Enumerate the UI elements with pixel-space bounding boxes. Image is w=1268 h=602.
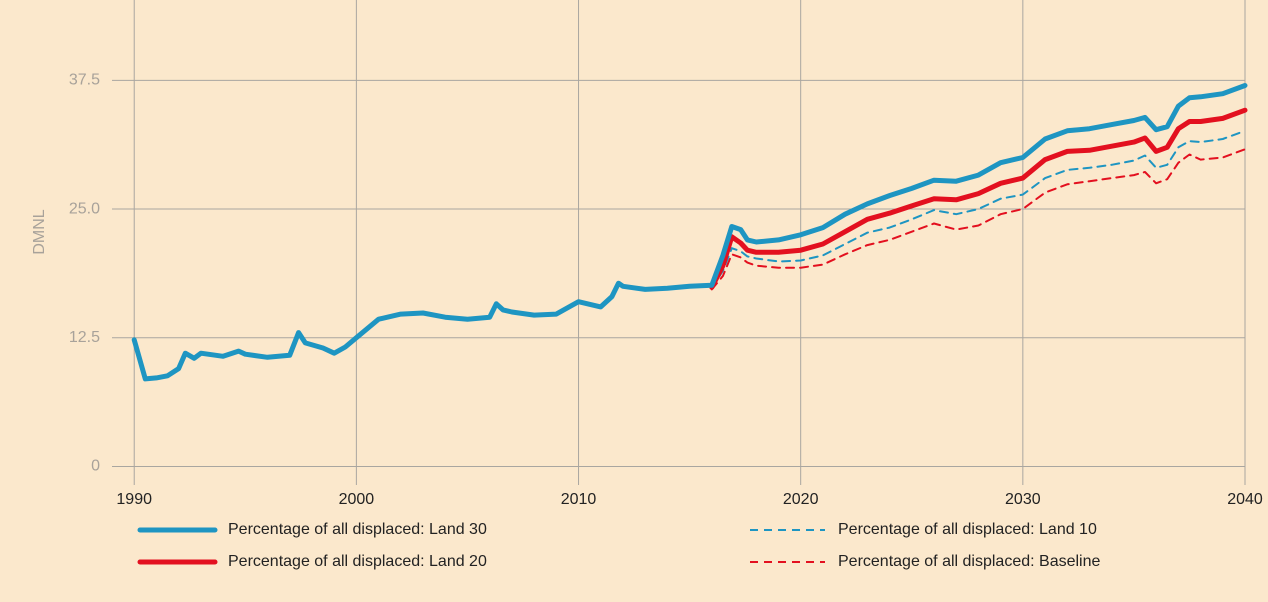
y-tick-label: 12.5 xyxy=(69,329,100,346)
x-tick-label: 2020 xyxy=(783,491,819,508)
y-tick-label: 25.0 xyxy=(69,200,100,217)
x-tick-label: 1990 xyxy=(116,491,152,508)
legend-label: Percentage of all displaced: Land 30 xyxy=(228,521,487,538)
legend-label: Percentage of all displaced: Baseline xyxy=(838,553,1100,570)
legend-label: Percentage of all displaced: Land 20 xyxy=(228,553,487,570)
series-line xyxy=(710,129,1246,290)
x-tick-label: 2000 xyxy=(339,491,375,508)
y-tick-label: 37.5 xyxy=(69,72,100,89)
series-line xyxy=(131,83,1248,382)
y-tick-label: 0 xyxy=(91,458,100,475)
x-tick-label: 2010 xyxy=(561,491,597,508)
legend-label: Percentage of all displaced: Land 10 xyxy=(838,521,1097,538)
series-line xyxy=(710,148,1246,291)
x-tick-label: 2040 xyxy=(1227,491,1263,508)
series-line xyxy=(709,107,1248,290)
x-tick-label: 2030 xyxy=(1005,491,1041,508)
y-axis-label: DMNL xyxy=(31,209,48,254)
